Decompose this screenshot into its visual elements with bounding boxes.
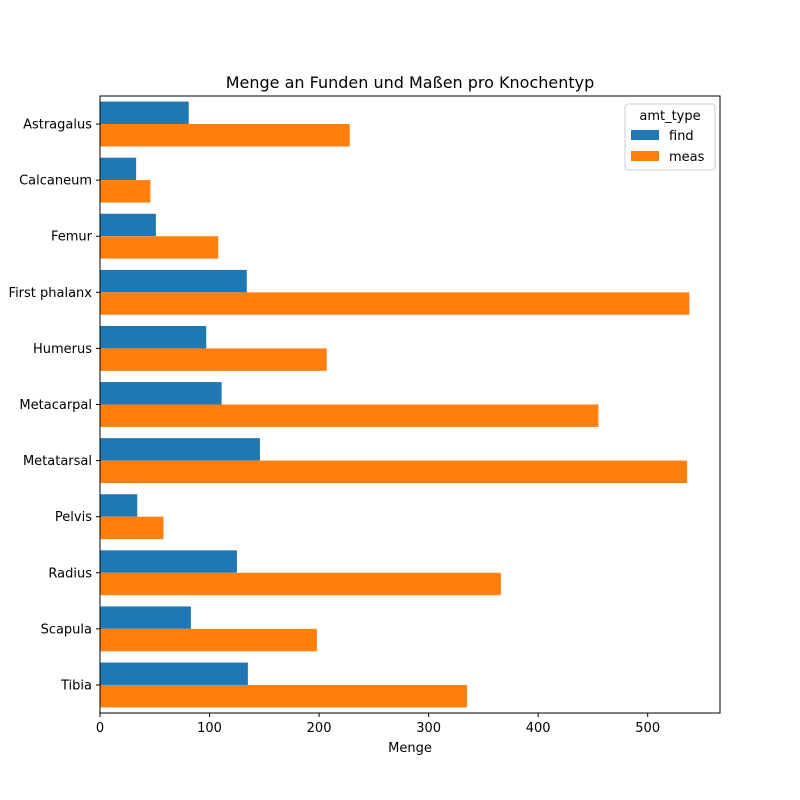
x-tick-label: 500 bbox=[635, 721, 660, 736]
y-tick-label: Tibia bbox=[60, 678, 92, 693]
bar-meas-scapula bbox=[100, 628, 317, 652]
bar-find-calcaneum bbox=[100, 157, 137, 181]
bar-find-humerus bbox=[100, 325, 207, 349]
bar-find-metatarsal bbox=[100, 438, 260, 461]
bar-meas-humerus bbox=[100, 348, 327, 371]
bar-meas-astragalus bbox=[100, 124, 350, 147]
plot-frame bbox=[99, 95, 721, 714]
y-tick-label: Astragalus bbox=[23, 118, 92, 133]
x-tick-label: 300 bbox=[416, 721, 441, 736]
bar-meas-metatarsal bbox=[100, 460, 688, 484]
bar-find-astragalus bbox=[100, 101, 189, 125]
y-tick-label: Radius bbox=[48, 566, 92, 581]
bar-meas-radius bbox=[100, 572, 501, 596]
bar-find-pelvis bbox=[100, 494, 138, 517]
x-tick-label: 200 bbox=[307, 721, 332, 736]
x-tick-label: 100 bbox=[197, 721, 222, 736]
bar-meas-pelvis bbox=[100, 516, 164, 540]
bar-meas-calcaneum bbox=[100, 180, 151, 203]
bar-meas-femur bbox=[100, 236, 219, 259]
y-axis: Astragalus Calcaneum Femur First phalanx Hum… bbox=[9, 118, 100, 693]
bar-find-metacarpal bbox=[100, 382, 222, 405]
chart-title: Menge an Funden und Maßen pro Knochentyp bbox=[226, 73, 595, 92]
bar-find-scapula bbox=[100, 606, 191, 629]
bar-find-first-phalanx bbox=[100, 269, 247, 293]
legend: amt_type find meas bbox=[624, 103, 716, 171]
bar-find-femur bbox=[100, 213, 156, 237]
legend-title: amt_type bbox=[639, 109, 700, 124]
y-tick-label: Metatarsal bbox=[23, 454, 92, 469]
x-axis: 0 100 200 300 400 500 bbox=[96, 713, 660, 736]
y-tick-label: Metacarpal bbox=[19, 398, 92, 413]
plot-area bbox=[100, 101, 690, 708]
bar-find-radius bbox=[100, 550, 237, 573]
x-tick-label: 0 bbox=[96, 721, 104, 736]
x-axis-label: Menge bbox=[388, 741, 432, 756]
bar-meas-metacarpal bbox=[100, 404, 599, 427]
legend-label-meas: meas bbox=[669, 150, 705, 165]
x-tick-label: 400 bbox=[526, 721, 551, 736]
bar-meas-first-phalanx bbox=[100, 292, 690, 315]
y-tick-label: First phalanx bbox=[9, 286, 93, 301]
y-tick-label: Calcaneum bbox=[19, 174, 92, 189]
bar-find-tibia bbox=[100, 662, 248, 685]
legend-label-find: find bbox=[669, 129, 694, 144]
legend-swatch-meas bbox=[631, 151, 659, 161]
legend-swatch-find bbox=[631, 130, 659, 140]
y-tick-label: Scapula bbox=[41, 622, 92, 637]
y-tick-label: Femur bbox=[51, 230, 93, 245]
bar-meas-tibia bbox=[100, 684, 467, 708]
y-tick-label: Pelvis bbox=[55, 510, 92, 525]
y-tick-label: Humerus bbox=[33, 342, 92, 357]
